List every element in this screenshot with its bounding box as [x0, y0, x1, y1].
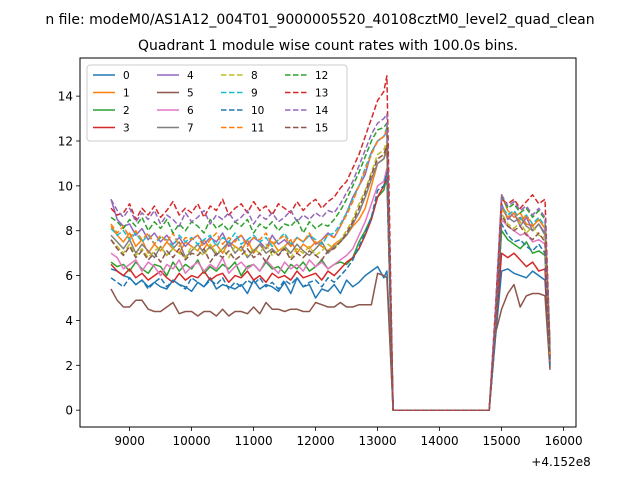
x-tick-label: 15000: [483, 434, 521, 448]
legend-label-13: 13: [315, 88, 328, 100]
legend-label-9: 9: [251, 88, 258, 100]
x-tick-label: 16000: [545, 434, 583, 448]
legend-label-5: 5: [187, 88, 194, 100]
legend-box: [86, 64, 348, 142]
series-line-11: [110, 129, 551, 411]
legend-label-3: 3: [123, 123, 130, 135]
plot-frame: [79, 57, 577, 428]
x-axis: 9000 10000 11000 12000 13000 14000 15000 16000: [114, 427, 583, 448]
legend-label-11: 11: [251, 123, 264, 135]
y-tick-label: 2: [65, 359, 73, 373]
legend-label-2: 2: [123, 105, 130, 117]
legend-label-7: 7: [187, 123, 194, 135]
legend-label-0: 0: [123, 70, 130, 82]
legend-label-14: 14: [315, 105, 329, 117]
legend-label-6: 6: [187, 105, 194, 117]
legend-label-4: 4: [187, 70, 194, 82]
y-tick-label: 8: [65, 224, 73, 238]
series-line-4: [110, 131, 551, 411]
y-tick-label: 4: [65, 314, 73, 328]
series-line-9: [110, 126, 551, 411]
series-line-0: [110, 265, 551, 411]
y-tick-label: 0: [65, 404, 73, 418]
figure-suptitle: n file: modeM0/AS1A12_004T01_9000005520_…: [45, 12, 594, 28]
series-line-8: [110, 140, 551, 411]
y-tick-label: 10: [58, 179, 73, 193]
y-tick-label: 6: [65, 269, 73, 283]
series-line-15: [110, 144, 551, 411]
y-axis: 0 2 4 6 8 10 12 14: [58, 90, 80, 418]
x-tick-label: 10000: [173, 434, 211, 448]
series-line-5: [110, 272, 551, 411]
x-tick-label: 14000: [421, 434, 459, 448]
x-tick-label: 9000: [114, 434, 145, 448]
legend-label-10: 10: [251, 105, 264, 117]
series-line-3: [110, 173, 551, 411]
y-tick-label: 12: [58, 134, 73, 148]
legend-label-1: 1: [123, 88, 130, 100]
legend-label-15: 15: [315, 123, 328, 135]
x-tick-label: 11000: [235, 434, 273, 448]
legend-label-12: 12: [315, 70, 328, 82]
series-line-10: [110, 171, 551, 411]
y-tick-label: 14: [58, 90, 73, 104]
series-line-7: [110, 149, 551, 411]
x-offset-label: +4.152e8: [531, 455, 590, 469]
plot-lines: [110, 75, 551, 411]
x-tick-label: 13000: [359, 434, 397, 448]
legend-label-8: 8: [251, 70, 258, 82]
x-tick-label: 12000: [297, 434, 335, 448]
chart-title: Quadrant 1 module wise count rates with …: [138, 38, 518, 54]
